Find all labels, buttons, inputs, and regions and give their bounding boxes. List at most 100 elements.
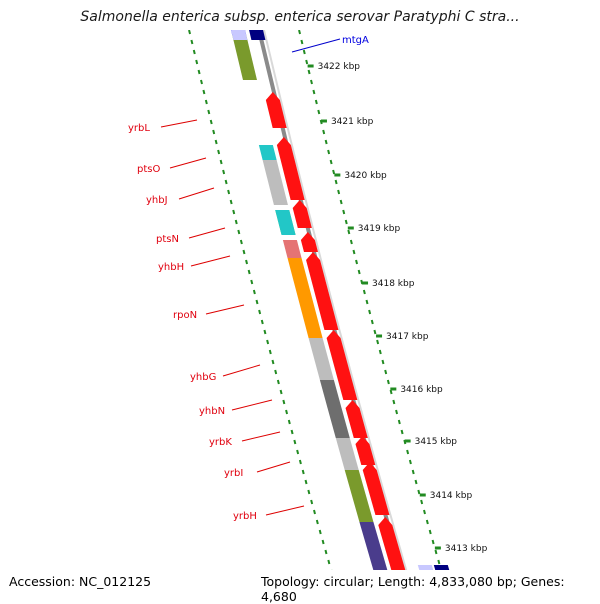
ruler-tick-label: 3422 kbp [318, 62, 361, 72]
inner-ruler-dot [324, 549, 328, 555]
inner-ruler-dot [263, 329, 267, 335]
ruler-tick-label: 3415 kbp [415, 437, 458, 447]
outer-ruler-dot [362, 289, 366, 295]
outer-ruler-dot [365, 299, 369, 305]
outer-ruler-dot [310, 79, 313, 85]
gene-label-yhbH[interactable]: yhbH [158, 262, 184, 273]
cds-arrow [355, 436, 376, 465]
outer-ruler-dot [300, 39, 304, 45]
inner-ruler-dot [266, 339, 270, 345]
outer-ruler-dot [417, 489, 421, 495]
inner-ruler-dot [296, 449, 300, 455]
inner-ruler-dot [190, 39, 194, 45]
outer-ruler-dot [420, 499, 424, 505]
inner-ruler-dot [255, 299, 259, 305]
inner-ruler-dot [212, 129, 216, 135]
ruler-tick-label: 3423 kbp [305, 8, 348, 18]
cog-block [258, 145, 277, 160]
outer-ruler-dot [400, 429, 404, 435]
inner-ruler-dot [293, 439, 297, 445]
gene-label-yhbJ[interactable]: yhbJ [146, 195, 168, 206]
outer-ruler-dot [352, 249, 356, 255]
gene-label-yhbG[interactable]: yhbG [190, 372, 216, 383]
outer-ruler-dot [423, 509, 426, 515]
inner-ruler-dot [318, 529, 322, 535]
inner-ruler-dot [217, 149, 221, 155]
outer-ruler-dot [392, 399, 396, 405]
outer-ruler-dot [317, 109, 321, 115]
mtgA-cog-block [231, 30, 248, 40]
outer-ruler-dot [397, 419, 401, 425]
map-title: Salmonella enterica subsp. enterica sero… [80, 9, 520, 25]
inner-ruler-dot [327, 559, 331, 565]
gene-label-ptsN[interactable]: ptsN [156, 234, 179, 245]
inner-ruler-dot [195, 59, 199, 65]
cog-block [262, 160, 288, 205]
inner-ruler-dot [310, 499, 314, 505]
gene-label-yrbH[interactable]: yrbH [233, 511, 257, 522]
inner-ruler-dot [227, 189, 231, 195]
gene-leader-yhbG [222, 364, 261, 377]
ruler-tick-label: 3417 kbp [386, 332, 429, 342]
outer-ruler-dot [324, 139, 328, 145]
ruler-tick-label: 3420 kbp [344, 171, 387, 181]
inner-ruler-dot [260, 319, 264, 325]
cds-arrow [265, 92, 287, 128]
outer-ruler-dot [411, 469, 415, 475]
outer-ruler-dot [305, 59, 309, 65]
gene-leader-yrbI [256, 461, 291, 473]
ruler-tick-label: 3421 kbp [331, 117, 374, 127]
cds-arrow [378, 517, 406, 570]
gene-label-ptsO[interactable]: ptsO [137, 164, 160, 175]
inner-ruler-dot [188, 30, 192, 35]
outer-ruler-dot [314, 99, 318, 105]
outer-ruler-dot [431, 539, 435, 545]
gene-label-yrbI[interactable]: yrbI [224, 468, 243, 479]
inner-ruler-dot [237, 229, 241, 235]
cds-arrow [345, 400, 368, 438]
outer-ruler-dot [355, 259, 359, 265]
gene-label-mtgA[interactable]: mtgA [342, 35, 369, 46]
inner-ruler-dot [200, 79, 203, 85]
outer-ruler-dot [381, 359, 385, 365]
outer-ruler-dot [389, 389, 393, 395]
ruler-tick-label: 3419 kbp [358, 224, 401, 234]
cds-arrow [362, 462, 390, 515]
inner-ruler-dot [219, 159, 223, 165]
inner-ruler-dot [222, 169, 226, 175]
inner-ruler-dot [250, 279, 254, 285]
gene-leader-yrbH [265, 505, 305, 516]
inner-ruler-dot [202, 89, 206, 95]
outer-ruler-dot [344, 219, 348, 225]
gene-leader-ptsO [169, 157, 207, 169]
mtgA-block [249, 30, 266, 40]
outer-ruler-dot [332, 169, 336, 175]
inner-ruler-dot [192, 49, 196, 55]
inner-ruler-dot [304, 479, 308, 485]
inner-ruler-dot [245, 259, 249, 265]
gene-label-rpoN[interactable]: rpoN [173, 310, 197, 321]
gene-label-yrbK[interactable]: yrbK [209, 437, 232, 448]
cog-block [232, 35, 257, 80]
bottom-block [433, 565, 450, 570]
inner-ruler-dot [321, 539, 325, 545]
inner-ruler-dot [274, 369, 278, 375]
accession-label: Accession: NC_012125 [9, 574, 152, 589]
cog-block [308, 338, 334, 380]
gene-label-yrbL[interactable]: yrbL [128, 123, 150, 134]
inner-ruler-dot [252, 289, 256, 295]
inner-ruler-dot [287, 419, 291, 425]
cog-block [231, 30, 247, 35]
gene-leader-yhbH [190, 255, 231, 267]
outer-ruler-dot [368, 309, 372, 315]
inner-ruler-dot [258, 309, 262, 315]
inner-ruler-dot [204, 99, 208, 105]
outer-ruler-dot [322, 129, 326, 135]
inner-ruler-dot [315, 519, 319, 525]
gene-label-yhbN[interactable]: yhbN [199, 406, 225, 417]
inner-ruler-dot [298, 459, 302, 465]
inner-ruler-dot [307, 489, 311, 495]
cog-block [275, 210, 296, 235]
cds-arrow [326, 330, 358, 400]
